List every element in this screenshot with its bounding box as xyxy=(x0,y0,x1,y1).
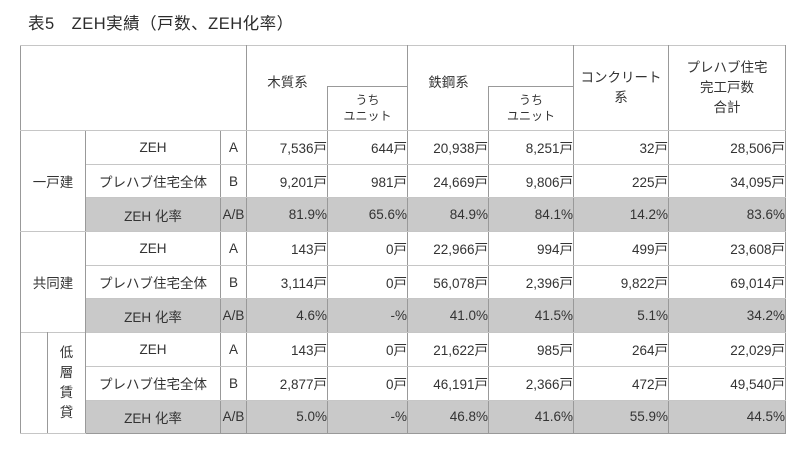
row-label: プレハブ住宅全体 xyxy=(85,163,221,199)
data-cell: 9,822戸 xyxy=(573,264,669,300)
header-wood-label: 木質系 xyxy=(267,75,308,90)
data-cell: 225戸 xyxy=(573,163,669,199)
group-spacer-cell xyxy=(20,332,48,435)
row-code: A/B xyxy=(220,197,247,233)
data-cell: 994戸 xyxy=(488,231,574,266)
data-cell: 143戸 xyxy=(246,231,328,266)
data-cell: 69,014戸 xyxy=(668,264,786,300)
data-cell: 981戸 xyxy=(327,163,408,199)
data-cell: 81.9% xyxy=(246,197,328,233)
group-cell-apartment: 共同建 xyxy=(20,231,86,333)
row-label: プレハブ住宅全体 xyxy=(85,365,221,401)
data-cell: 34,095戸 xyxy=(668,163,786,199)
data-cell: 41.5% xyxy=(488,298,574,334)
data-cell: 8,251戸 xyxy=(488,130,574,165)
row-code: A/B xyxy=(220,298,247,334)
data-cell: 56,078戸 xyxy=(407,264,489,300)
header-total-label: プレハブ住宅 完工戸数 合計 xyxy=(668,45,786,131)
data-cell: 28,506戸 xyxy=(668,130,786,165)
data-cell: 23,608戸 xyxy=(668,231,786,266)
data-cell: 34.2% xyxy=(668,298,786,334)
data-cell: 7,536戸 xyxy=(246,130,328,165)
data-cell: 499戸 xyxy=(573,231,669,266)
header-wood-sub-label: うち ユニット xyxy=(327,86,407,130)
data-cell: 49,540戸 xyxy=(668,365,786,401)
data-cell: 83.6% xyxy=(668,197,786,233)
header-steel-label: 鉄鋼系 xyxy=(428,75,469,90)
row-code: B xyxy=(220,264,247,300)
data-cell: 24,669戸 xyxy=(407,163,489,199)
data-cell: 2,366戸 xyxy=(488,365,574,401)
table-row: プレハブ住宅全体 B 3,114戸 0戸 56,078戸 2,396戸 9,82… xyxy=(21,264,786,300)
table-row: 低 層 賃 貸 ZEH A 143戸 0戸 21,622戸 985戸 264戸 … xyxy=(20,332,786,435)
zeh-table: 木質系 うち ユニット 鉄鋼系 うち ユニット コンクリート 系 プレハブ住宅 … xyxy=(20,45,786,435)
table-row: プレハブ住宅全体 B 2,877戸 0戸 46,191戸 2,366戸 472戸… xyxy=(21,365,786,401)
group-cell-low-rise-rental: 低 層 賃 貸 xyxy=(47,332,86,435)
data-cell: 5.0% xyxy=(246,399,328,435)
data-cell: -% xyxy=(327,399,408,435)
data-cell: 46.8% xyxy=(407,399,489,435)
header-concrete-label: コンクリート 系 xyxy=(573,45,669,131)
data-cell: 22,966戸 xyxy=(407,231,489,266)
data-cell: 84.1% xyxy=(488,197,574,233)
data-cell: 5.1% xyxy=(573,298,669,334)
table-row: プレハブ住宅全体 B 9,201戸 981戸 24,669戸 9,806戸 22… xyxy=(21,163,786,199)
row-label: ZEH xyxy=(85,332,221,367)
row-label: ZEH xyxy=(85,231,221,266)
data-cell: 22,029戸 xyxy=(668,332,786,367)
row-code: A xyxy=(220,231,247,266)
table-row: 一戸建 ZEH A 7,536戸 644戸 20,938戸 8,251戸 32戸… xyxy=(20,129,786,233)
data-cell: 143戸 xyxy=(246,332,328,367)
data-cell: 65.6% xyxy=(327,197,408,233)
data-cell: 9,201戸 xyxy=(246,163,328,199)
data-cell: 32戸 xyxy=(573,130,669,165)
table-caption: 表5 ZEH実績（戸数、ZEH化率） xyxy=(28,15,294,33)
table-row-zeh-rate: ZEH 化率 A/B 81.9% 65.6% 84.9% 84.1% 14.2%… xyxy=(21,197,786,233)
row-label: ZEH xyxy=(85,130,221,165)
data-cell: 4.6% xyxy=(246,298,328,334)
data-cell: 0戸 xyxy=(327,365,408,401)
row-code: B xyxy=(220,365,247,401)
data-cell: 41.0% xyxy=(407,298,489,334)
data-cell: 3,114戸 xyxy=(246,264,328,300)
row-label: ZEH 化率 xyxy=(85,298,221,334)
row-code: A/B xyxy=(220,399,247,435)
data-cell: 2,396戸 xyxy=(488,264,574,300)
data-cell: 0戸 xyxy=(327,332,408,367)
header-steel-cell: 鉄鋼系 うち ユニット xyxy=(407,45,574,131)
data-cell: 21,622戸 xyxy=(407,332,489,367)
header-corner-cell xyxy=(20,45,247,131)
header-row: 木質系 うち ユニット 鉄鋼系 うち ユニット コンクリート 系 プレハブ住宅 … xyxy=(20,45,786,131)
data-cell: 264戸 xyxy=(573,332,669,367)
data-cell: 55.9% xyxy=(573,399,669,435)
data-cell: 0戸 xyxy=(327,264,408,300)
table-row-zeh-rate: ZEH 化率 A/B 4.6% -% 41.0% 41.5% 5.1% 34.2… xyxy=(21,298,786,334)
data-cell: 20,938戸 xyxy=(407,130,489,165)
row-code: A xyxy=(220,130,247,165)
data-cell: -% xyxy=(327,298,408,334)
group-cell-detached-house: 一戸建 xyxy=(20,129,86,233)
data-cell: 41.6% xyxy=(488,399,574,435)
data-cell: 84.9% xyxy=(407,197,489,233)
row-label: プレハブ住宅全体 xyxy=(85,264,221,300)
table-row: 共同建 ZEH A 143戸 0戸 22,966戸 994戸 499戸 23,6… xyxy=(20,231,786,333)
row-code: A xyxy=(220,332,247,367)
data-cell: 644戸 xyxy=(327,130,408,165)
table-row-zeh-rate: ZEH 化率 A/B 5.0% -% 46.8% 41.6% 55.9% 44.… xyxy=(21,399,786,435)
data-cell: 985戸 xyxy=(488,332,574,367)
data-cell: 46,191戸 xyxy=(407,365,489,401)
data-cell: 0戸 xyxy=(327,231,408,266)
header-steel-sub-label: うち ユニット xyxy=(488,86,573,130)
data-cell: 44.5% xyxy=(668,399,786,435)
row-label: ZEH 化率 xyxy=(85,197,221,233)
row-code: B xyxy=(220,163,247,199)
data-cell: 9,806戸 xyxy=(488,163,574,199)
data-cell: 2,877戸 xyxy=(246,365,328,401)
row-label: ZEH 化率 xyxy=(85,399,221,435)
data-cell: 472戸 xyxy=(573,365,669,401)
data-cell: 14.2% xyxy=(573,197,669,233)
header-wood-cell: 木質系 うち ユニット xyxy=(246,45,408,131)
